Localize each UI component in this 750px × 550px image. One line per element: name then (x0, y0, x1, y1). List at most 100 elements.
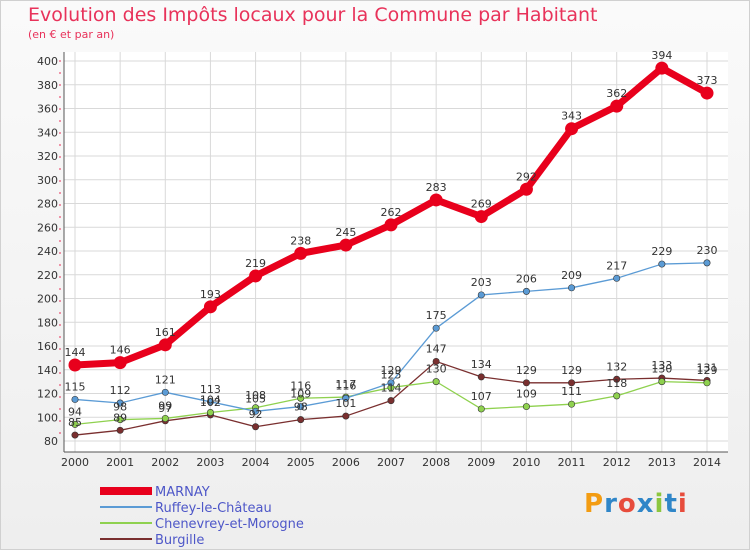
data-label: 131 (697, 361, 718, 374)
data-label: 129 (697, 364, 718, 377)
data-label: 144 (65, 346, 86, 359)
data-label: 130 (426, 363, 447, 376)
data-label: 132 (606, 360, 627, 373)
axes: 80 100 120 140 160 180 200 220 240 260 280 300 320 34… (37, 52, 728, 469)
data-label: 129 (516, 364, 537, 377)
y-tick-label: 160 (37, 340, 58, 353)
data-label: 193 (200, 288, 221, 301)
data-point (71, 395, 79, 403)
data-label: 113 (200, 383, 221, 396)
data-label: 238 (290, 234, 311, 247)
legend-label: MARNAY (155, 485, 210, 500)
data-point (71, 420, 79, 428)
x-tick-label: 2005 (287, 456, 315, 469)
data-point (700, 86, 714, 100)
data-point (703, 259, 711, 267)
data-label: 102 (200, 396, 221, 409)
data-point (477, 373, 485, 381)
x-tick-label: 2008 (422, 456, 450, 469)
data-label: 133 (651, 359, 672, 372)
data-label: 117 (335, 378, 356, 391)
data-point (249, 269, 263, 283)
data-label: 89 (113, 411, 127, 424)
data-label: 130 (651, 363, 672, 376)
x-tick-label: 2000 (61, 456, 89, 469)
data-label: 245 (335, 226, 356, 239)
data-point (429, 193, 443, 207)
series-lines (68, 61, 714, 439)
y-tick-label: 300 (37, 174, 58, 187)
data-label: 209 (561, 269, 582, 282)
data-label: 129 (561, 364, 582, 377)
data-label: 115 (65, 380, 86, 393)
data-point (477, 405, 485, 413)
x-tick-label: 2006 (332, 456, 360, 469)
data-label: 99 (158, 399, 172, 412)
data-label: 92 (249, 408, 263, 421)
y-tick-label: 380 (37, 79, 58, 92)
data-point (116, 399, 124, 407)
y-tick-label: 120 (37, 388, 58, 401)
legend-label: Ruffey-le-Château (155, 501, 272, 516)
data-label: 116 (335, 379, 356, 392)
y-tick-label: 140 (37, 364, 58, 377)
data-point (610, 99, 624, 113)
data-point (387, 379, 395, 387)
data-point (297, 416, 305, 424)
x-tick-label: 2007 (377, 456, 405, 469)
data-label: 116 (290, 379, 311, 392)
data-label: 373 (697, 74, 718, 87)
y-tick-label: 360 (37, 103, 58, 116)
data-label: 101 (335, 397, 356, 410)
data-point (206, 408, 214, 416)
data-point (474, 210, 488, 224)
data-label: 394 (651, 49, 672, 62)
data-labels: 144 146 161 193 219 238 245 262 283 269 292 343 362 3… (65, 49, 718, 429)
data-label: 206 (516, 272, 537, 285)
data-point (519, 182, 533, 196)
data-point (568, 379, 576, 387)
data-label: 104 (200, 394, 221, 407)
data-point (339, 238, 353, 252)
data-point (613, 375, 621, 383)
chart-title: Evolution des Impôts locaux pour la Comm… (28, 4, 598, 26)
data-label: 109 (290, 388, 311, 401)
y-tick-label: 340 (37, 126, 58, 139)
data-point (68, 358, 82, 372)
data-point (387, 397, 395, 405)
x-tick-label: 2011 (558, 456, 586, 469)
data-point (158, 338, 172, 352)
data-label: 134 (471, 358, 492, 371)
y-tick-label: 220 (37, 269, 58, 282)
y-tick-label: 400 (37, 55, 58, 68)
data-point (203, 300, 217, 314)
data-label: 129 (381, 364, 402, 377)
data-label: 146 (110, 344, 131, 357)
data-label: 230 (697, 244, 718, 257)
x-tick-label: 2009 (467, 456, 495, 469)
y-tick-label: 320 (37, 150, 58, 163)
data-point (655, 61, 669, 75)
chart-subtitle: (en € et par an) (28, 28, 115, 41)
x-tick-label: 2004 (242, 456, 270, 469)
data-point (252, 423, 260, 431)
y-tick-label: 180 (37, 316, 58, 329)
data-point (658, 378, 666, 386)
y-tick-label: 240 (37, 245, 58, 258)
y-tick-label: 280 (37, 198, 58, 211)
data-label: 262 (381, 206, 402, 219)
data-label: 161 (155, 326, 176, 339)
data-label: 362 (606, 87, 627, 100)
data-point (568, 400, 576, 408)
data-point (116, 416, 124, 424)
data-point (294, 246, 308, 260)
data-point (522, 403, 530, 411)
data-point (71, 431, 79, 439)
data-label: 121 (155, 373, 176, 386)
data-point (432, 357, 440, 365)
data-label: 97 (158, 402, 172, 415)
data-label: 229 (651, 245, 672, 258)
data-point (384, 218, 398, 232)
data-label: 343 (561, 110, 582, 123)
data-label: 112 (110, 384, 131, 397)
